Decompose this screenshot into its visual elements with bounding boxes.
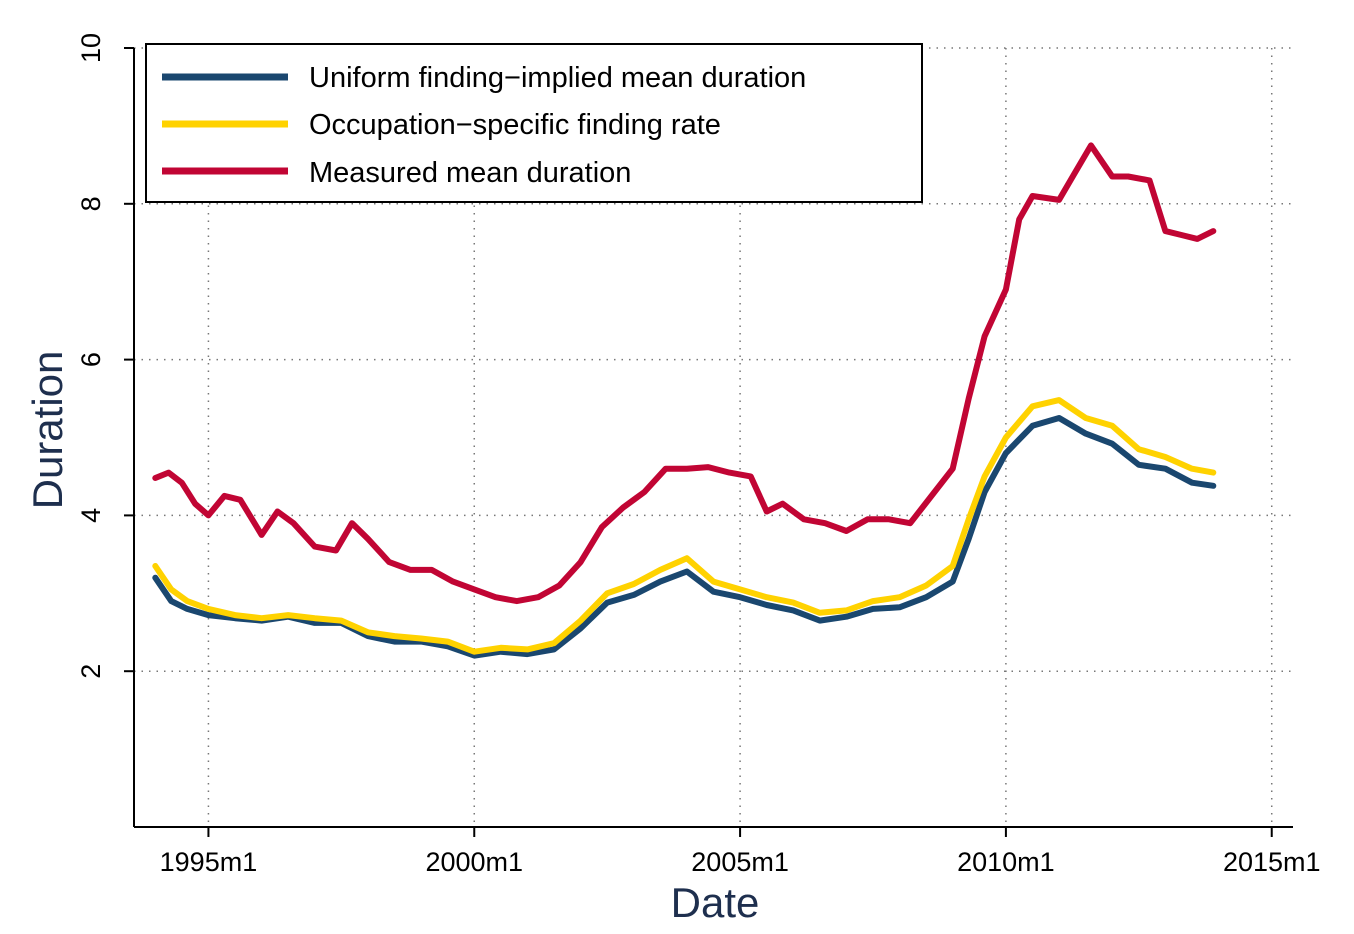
legend: Uniform finding−implied mean duration Oc…	[145, 43, 923, 203]
x-tick-label: 2010m1	[957, 847, 1055, 877]
series-line-occupation	[152, 397, 1217, 655]
x-ticks: 1995m1 2000m1 2005m1 2010m1 2015m1	[160, 827, 1321, 877]
x-tick-label: 2015m1	[1223, 847, 1321, 877]
legend-entry-uniform: Uniform finding−implied mean duration	[162, 62, 806, 94]
series-line-measured	[152, 142, 1217, 605]
legend-label-occupation: Occupation−specific finding rate	[309, 109, 721, 141]
x-tick-label: 2005m1	[691, 847, 789, 877]
x-axis-title: Date	[671, 879, 760, 926]
y-tick-label: 8	[76, 196, 106, 211]
series-line-uniform	[152, 415, 1217, 659]
y-ticks: 2 4 6 8 10	[76, 33, 134, 679]
y-tick-label: 10	[76, 33, 106, 63]
legend-label-uniform: Uniform finding−implied mean duration	[309, 62, 806, 94]
y-tick-label: 6	[76, 352, 106, 367]
x-tick-label: 2000m1	[425, 847, 523, 877]
y-tick-label: 4	[76, 508, 106, 523]
series-lines	[152, 142, 1217, 659]
y-tick-label: 2	[76, 664, 106, 679]
legend-entry-measured: Measured mean duration	[162, 157, 631, 189]
y-axis-title: Duration	[24, 351, 71, 510]
legend-label-measured: Measured mean duration	[309, 157, 631, 189]
x-tick-label: 1995m1	[160, 847, 258, 877]
legend-entry-occupation: Occupation−specific finding rate	[162, 109, 721, 141]
